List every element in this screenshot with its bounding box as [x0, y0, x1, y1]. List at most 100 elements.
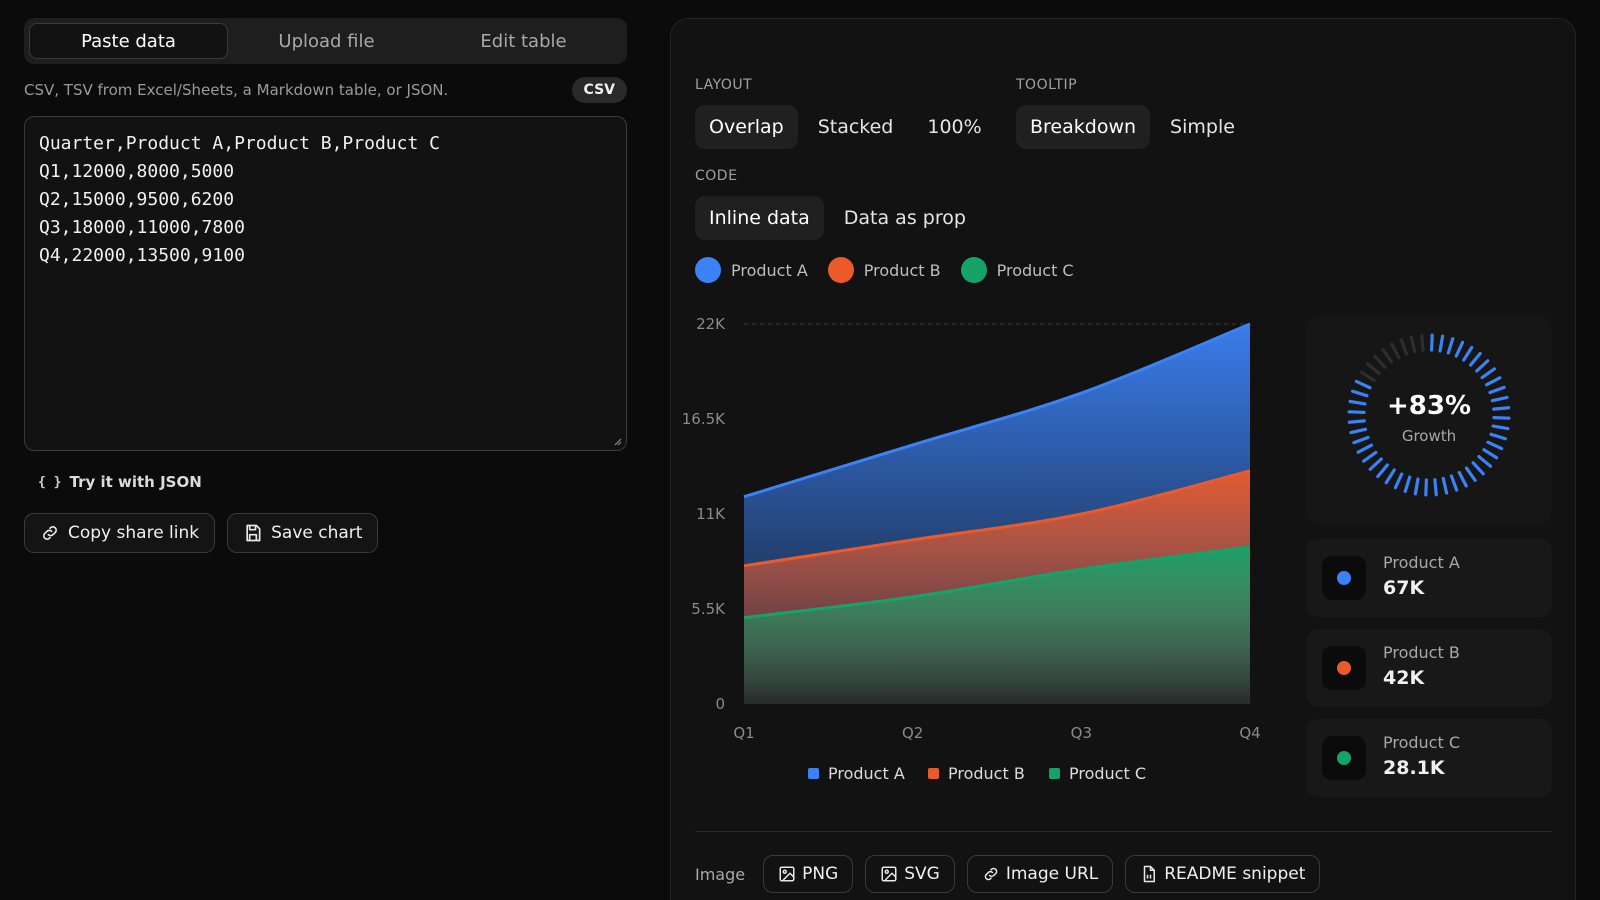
gauge-tick	[1446, 337, 1455, 355]
tab-edit-table[interactable]: Edit table	[480, 30, 567, 52]
export-bar: Image PNG SVG Image URL README snippet	[695, 855, 1321, 893]
y-tick-label: 0	[715, 695, 725, 713]
series-toggle-label: Product C	[996, 260, 1074, 280]
gauge-tick	[1352, 435, 1370, 445]
export-svg-label: SVG	[904, 864, 940, 884]
area-chart[interactable]: 0 5.5K 11K 16.5K 22K Q1 Q2 Q3 Q4 Product A Product…	[683, 304, 1283, 804]
gauge-tick	[1490, 395, 1509, 403]
tooltip-option-simple[interactable]: Simple	[1170, 116, 1235, 138]
layout-options: Overlap Stacked 100%	[695, 105, 996, 149]
growth-value: +83%	[1386, 391, 1472, 421]
tab-paste-data[interactable]: Paste data	[29, 23, 228, 59]
stat-value: 67K	[1383, 577, 1425, 599]
image-icon	[881, 866, 897, 882]
divider	[695, 831, 1552, 832]
x-tick-label: Q1	[733, 724, 754, 742]
try-json-link[interactable]: { } Try it with JSON	[38, 473, 627, 491]
gauge-tick	[1347, 410, 1366, 415]
code-option-data-as-prop[interactable]: Data as prop	[843, 207, 966, 229]
series-toggle-product-b[interactable]: Product B	[827, 257, 941, 283]
gauge-tick	[1365, 362, 1381, 375]
braces-icon: { }	[38, 474, 62, 490]
gauge-tick	[1376, 463, 1389, 479]
save-chart-button[interactable]: Save chart	[227, 513, 379, 553]
y-tick-label: 5.5K	[691, 600, 726, 618]
gauge-tick	[1373, 354, 1387, 369]
chart-preview-panel: LAYOUT Overlap Stacked 100% TOOLTIP Brea…	[670, 18, 1576, 900]
series-toggle-label: Product A	[731, 260, 808, 280]
format-hint: CSV, TSV from Excel/Sheets, a Markdown t…	[24, 81, 449, 99]
copy-share-link-button[interactable]: Copy share link	[24, 513, 216, 553]
series-color-dot	[960, 257, 987, 283]
export-png-button[interactable]: PNG	[763, 855, 854, 893]
image-icon	[779, 866, 795, 882]
gauge-tick	[1347, 419, 1366, 424]
layout-option-overlap[interactable]: Overlap	[695, 105, 798, 149]
resize-handle-icon[interactable]	[612, 436, 622, 446]
series-toggles: Product A Product B Product C	[695, 257, 1074, 283]
gauge-tick	[1488, 385, 1506, 395]
gauge-tick	[1351, 389, 1369, 398]
area-product-c	[744, 546, 1250, 704]
legend-label: Product A	[828, 764, 905, 783]
line-product-b	[743, 469, 1251, 568]
gauge-tick	[1486, 440, 1504, 451]
gauge-tick	[1390, 342, 1401, 360]
layout-option-stacked[interactable]: Stacked	[817, 116, 894, 138]
stat-value: 28.1K	[1383, 757, 1445, 779]
gauge-tick	[1471, 461, 1485, 476]
growth-gauge	[1347, 333, 1511, 497]
gauge-tick	[1362, 450, 1378, 463]
stat-name: Product B	[1383, 643, 1460, 662]
gauge-tick	[1433, 478, 1438, 497]
gauge-tick	[1475, 359, 1490, 373]
gauge-tick	[1356, 443, 1374, 454]
file-icon	[1143, 865, 1156, 883]
stat-name: Product C	[1383, 733, 1461, 752]
gauge-tick	[1403, 475, 1412, 493]
gauge-tick	[1399, 338, 1409, 356]
x-tick-label: Q3	[1071, 724, 1092, 742]
export-readme-snippet-button[interactable]: README snippet	[1125, 855, 1321, 893]
gauge-tick	[1438, 334, 1445, 353]
gauge-tick	[1462, 345, 1474, 362]
x-tick-label: Q4	[1239, 724, 1260, 742]
legend-label: Product B	[948, 764, 1025, 783]
gauge-tick	[1429, 333, 1434, 352]
line-product-a	[743, 322, 1251, 499]
series-toggle-label: Product B	[863, 260, 941, 280]
export-svg-button[interactable]: SVG	[865, 855, 955, 893]
y-tick-label: 22K	[696, 315, 726, 333]
legend-label: Product C	[1069, 764, 1146, 783]
code-options: Inline data Data as prop	[695, 196, 980, 240]
gauge-tick	[1482, 448, 1499, 460]
gauge-tick	[1420, 333, 1425, 352]
export-readme-snippet-label: README snippet	[1164, 864, 1306, 884]
gauge-tick	[1492, 415, 1511, 420]
data-textarea[interactable]: Quarter,Product A,Product B,Product C Q1…	[24, 116, 627, 451]
gauge-tick	[1424, 478, 1429, 497]
gauge-tick	[1489, 432, 1507, 441]
gauge-tick	[1492, 406, 1511, 411]
growth-gauge-card: +83% Growth	[1306, 315, 1552, 525]
gauge-tick	[1348, 399, 1367, 406]
gauge-tick	[1441, 476, 1449, 495]
gauge-tick	[1413, 477, 1420, 496]
gauge-tick	[1384, 468, 1396, 485]
series-toggle-product-a[interactable]: Product A	[695, 257, 808, 283]
export-image-url-label: Image URL	[1005, 864, 1099, 884]
series-toggle-product-c[interactable]: Product C	[960, 257, 1074, 283]
series-dot-icon	[1322, 646, 1366, 690]
growth-label: Growth	[1401, 427, 1457, 445]
format-badge: CSV	[571, 77, 627, 103]
export-image-url-button[interactable]: Image URL	[966, 855, 1114, 893]
code-option-inline-data[interactable]: Inline data	[695, 196, 824, 240]
stat-card-product-c: Product C 28.1K	[1306, 719, 1552, 797]
stat-value: 42K	[1383, 667, 1425, 689]
gauge-tick	[1368, 457, 1383, 471]
tooltip-option-breakdown[interactable]: Breakdown	[1016, 105, 1151, 149]
stat-name: Product A	[1383, 553, 1460, 572]
layout-option-100-percent[interactable]: 100%	[927, 116, 982, 138]
gauge-tick	[1381, 348, 1394, 364]
tab-upload-file[interactable]: Upload file	[278, 30, 375, 52]
